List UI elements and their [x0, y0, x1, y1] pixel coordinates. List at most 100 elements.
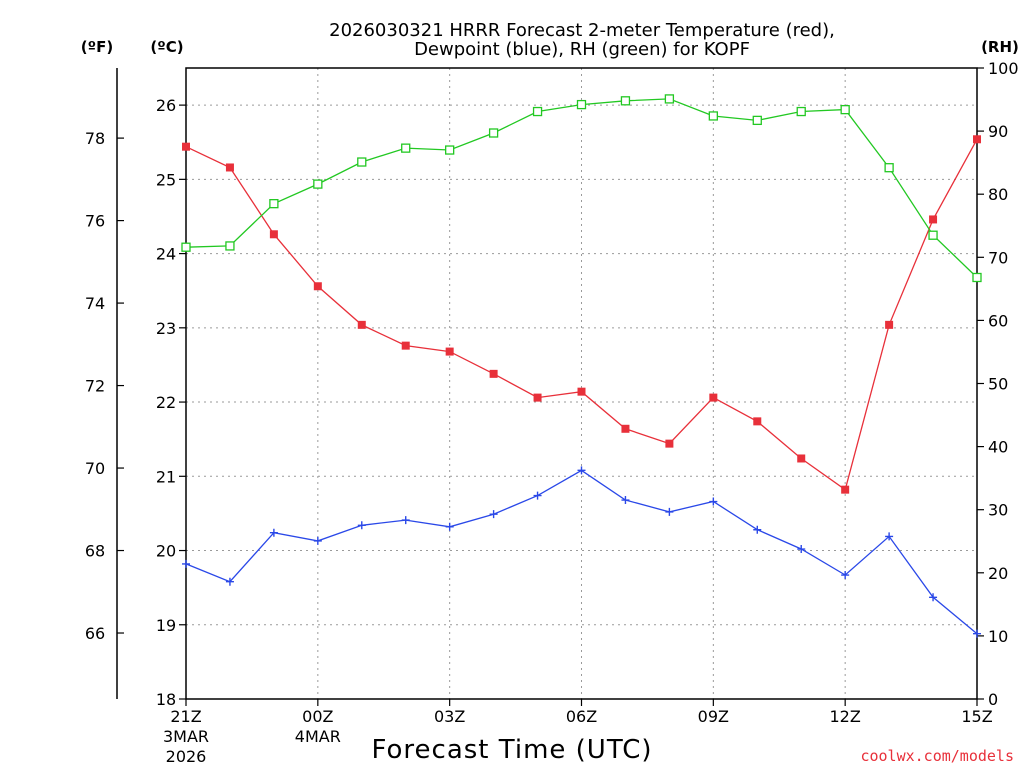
rh-tick-label: 90: [988, 122, 1008, 141]
temperature-point: [621, 424, 630, 433]
x-tick-label: 15Z: [961, 707, 992, 726]
rh-unit-label: (RH): [981, 38, 1019, 56]
chart-title-line1: 2026030321 HRRR Forecast 2-meter Tempera…: [329, 20, 835, 41]
axes: [116, 67, 978, 700]
rh-point: [708, 111, 718, 121]
x-tick-label: 09Z: [698, 707, 729, 726]
temperature-point: [709, 393, 718, 402]
fahrenheit-tick-label: 70: [85, 459, 105, 478]
celsius-tick-label: 25: [156, 170, 176, 189]
rh-point: [576, 99, 587, 110]
x-tick-label: 03Z: [434, 707, 465, 726]
fahrenheit-tick-label: 74: [85, 294, 105, 313]
rh-point: [928, 230, 938, 240]
rh-tick-label: 70: [988, 248, 1008, 267]
x-tick-label: 21Z: [170, 707, 201, 726]
rh-tick-label: 100: [988, 59, 1019, 78]
dewpoint-point: [533, 491, 542, 500]
celsius-tick-label: 21: [156, 467, 176, 486]
rh-point: [620, 96, 631, 106]
temperature-point: [225, 163, 234, 172]
rh-tick-label: 80: [988, 185, 1008, 204]
x-tick-label: 00Z: [302, 707, 333, 726]
dewpoint-point: [269, 528, 278, 537]
temperature-point: [533, 393, 542, 402]
temperature-point: [885, 320, 894, 329]
temperature-point: [489, 369, 498, 378]
dewpoint-point: [973, 629, 981, 638]
rh-point: [488, 128, 499, 138]
fahrenheit-tick-label: 68: [85, 542, 105, 561]
dewpoint-point: [665, 507, 674, 516]
rh-point: [357, 157, 367, 167]
rh-point: [840, 104, 850, 115]
rh-tick-label: 50: [988, 375, 1008, 394]
temperature-point: [973, 135, 981, 144]
temperature-point: [445, 347, 454, 356]
temperature-point: [313, 282, 322, 291]
temperature-point: [797, 454, 806, 463]
dewpoint-point: [182, 559, 190, 568]
celsius-tick-label: 19: [156, 616, 176, 635]
temperature-point: [841, 485, 850, 494]
rh-point: [796, 106, 806, 117]
rh-tick-label: 0: [988, 690, 998, 709]
dewpoint-point: [841, 571, 850, 580]
rh-point: [313, 179, 323, 189]
temperature-point: [665, 439, 674, 448]
dewpoint-point: [401, 516, 410, 525]
dewpoint-point: [621, 496, 630, 505]
series-layer: [181, 94, 982, 638]
rh-point: [752, 115, 762, 126]
fahrenheit-tick-label: 66: [85, 624, 105, 643]
fahrenheit-unit-label: (ºF): [81, 38, 113, 56]
temperature-point: [929, 215, 938, 224]
fahrenheit-tick-label: 72: [85, 377, 105, 396]
rh-point: [401, 143, 411, 153]
plot-frame: [185, 67, 978, 700]
dewpoint-point: [797, 545, 806, 554]
temperature-point: [577, 387, 586, 396]
celsius-unit-label: (ºC): [150, 38, 183, 56]
x-axis-label: Forecast Time (UTC): [371, 735, 652, 765]
credit-text: coolwx.com/models: [860, 747, 1014, 765]
chart-title-line2: Dewpoint (blue), RH (green) for KOPF: [414, 39, 750, 60]
celsius-tick-label: 18: [156, 690, 176, 709]
tick-labels: 18 19 20 21 22 23 24 25 26 66 68 70 72 74 76 78 0 10 20 30 4…: [85, 59, 1019, 766]
x-tick-year-label: 2026: [166, 747, 207, 766]
x-tick-label: 06Z: [566, 707, 597, 726]
rh-tick-label: 20: [988, 564, 1008, 583]
celsius-tick-label: 26: [156, 96, 176, 115]
celsius-tick-label: 22: [156, 393, 176, 412]
dewpoint-point: [577, 466, 586, 475]
celsius-tick-label: 23: [156, 319, 176, 338]
rh-point: [884, 163, 894, 173]
fahrenheit-tick-label: 78: [85, 129, 105, 148]
celsius-tick-label: 20: [156, 542, 176, 561]
rh-point: [181, 242, 191, 252]
rh-point: [972, 272, 982, 283]
dewpoint-point: [753, 525, 762, 534]
temperature-point: [357, 320, 366, 329]
rh-point: [532, 106, 543, 117]
temperature-point: [182, 142, 190, 151]
rh-tick-label: 40: [988, 438, 1008, 457]
x-tick-date-label: 4MAR: [295, 727, 341, 746]
x-tick-date-label: 3MAR: [163, 727, 209, 746]
dewpoint-point: [929, 593, 938, 602]
rh-tick-label: 60: [988, 311, 1008, 330]
temperature-point: [753, 417, 762, 426]
dewpoint-point: [225, 577, 234, 586]
rh-point: [445, 145, 455, 155]
x-tick-label: 12Z: [830, 707, 861, 726]
temperature-point: [401, 341, 410, 350]
dewpoint-point: [709, 497, 718, 506]
temperature-point: [269, 230, 278, 239]
fahrenheit-tick-label: 76: [85, 212, 105, 231]
celsius-tick-label: 24: [156, 245, 176, 264]
rh-tick-label: 10: [988, 627, 1008, 646]
dewpoint-point: [445, 522, 454, 531]
dewpoint-point: [885, 532, 894, 541]
rh-point: [225, 241, 235, 251]
